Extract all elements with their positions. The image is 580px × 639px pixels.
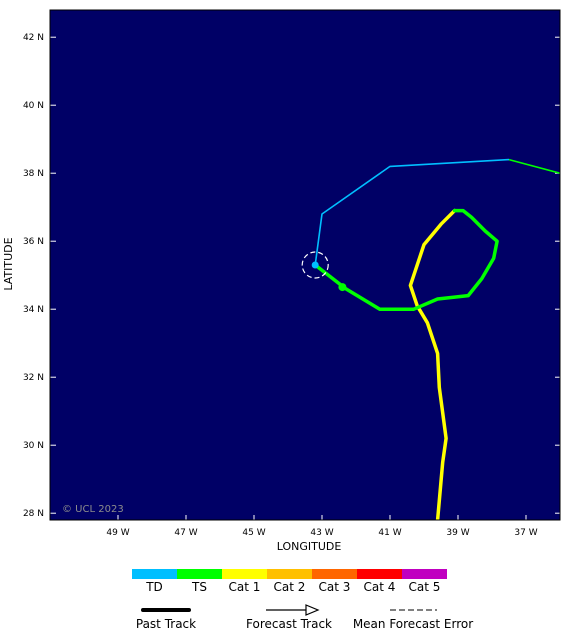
mean-error-circle (301, 251, 329, 279)
x-tick-labels: 49 W 47 W 45 W 43 W 41 W 39 W 37 W (106, 528, 537, 538)
copyright-label: © UCL 2023 (62, 504, 124, 515)
y-tick-label: 42 N (23, 33, 44, 43)
y-tick-label: 40 N (23, 101, 44, 111)
current-position-marker (311, 261, 319, 269)
x-tick-label: 49 W (106, 528, 129, 538)
mean-error-label: Mean Forecast Error (353, 617, 473, 631)
x-tick-label: 43 W (310, 528, 333, 538)
legend-swatch-cat-3 (312, 569, 357, 579)
plot-frame (49, 9, 561, 521)
legend-label-cat-3: Cat 3 (319, 580, 351, 594)
intensity-legend: TD TS Cat 1 Cat 2 Cat 3 Cat 4 Cat 5 (132, 569, 447, 594)
x-tick-label: 45 W (242, 528, 265, 538)
legend-label-cat-2: Cat 2 (274, 580, 306, 594)
legend-label-td: TD (145, 580, 163, 594)
y-axis-title: LATITUDE (2, 237, 15, 290)
past-track-label: Past Track (136, 617, 196, 631)
y-tick-label: 34 N (23, 305, 44, 315)
past-track-cat-1 (408, 208, 457, 520)
legend-label-cat-5: Cat 5 (409, 580, 441, 594)
forecast-track-td (314, 158, 510, 266)
legend-swatch-td (132, 569, 177, 579)
legend-label-ts: TS (191, 580, 207, 594)
x-tick-label: 37 W (514, 528, 537, 538)
legend-swatch-cat-4 (357, 569, 402, 579)
track-key: Past Track Forecast Track Mean Forecast … (136, 604, 473, 631)
x-axis-title: LONGITUDE (277, 540, 342, 553)
legend-label-cat-1: Cat 1 (229, 580, 261, 594)
forecast-arrow-icon (305, 604, 320, 616)
y-tick-labels: 42 N 40 N 38 N 36 N 34 N 32 N 30 N 28 N (23, 33, 44, 519)
legend-swatch-ts (177, 569, 222, 579)
legend-label-cat-4: Cat 4 (364, 580, 396, 594)
x-tick-label: 41 W (378, 528, 401, 538)
legend-swatch-cat-1 (222, 569, 267, 579)
ocean-plot-area (50, 10, 560, 520)
y-tick-label: 32 N (23, 373, 44, 383)
track-layer (301, 158, 560, 520)
legend-swatch-cat-2 (267, 569, 312, 579)
past-track-ts (313, 208, 499, 311)
forecast-track-ts (508, 158, 560, 174)
y-tick-label: 28 N (23, 509, 44, 519)
y-tick-label: 30 N (23, 441, 44, 451)
x-tick-label: 39 W (446, 528, 469, 538)
legend-swatch-cat-5 (402, 569, 447, 579)
track-point-marker (338, 283, 347, 292)
x-tick-label: 47 W (174, 528, 197, 538)
y-tick-label: 38 N (23, 169, 44, 179)
forecast-track-label: Forecast Track (246, 617, 332, 631)
y-tick-label: 36 N (23, 237, 44, 247)
